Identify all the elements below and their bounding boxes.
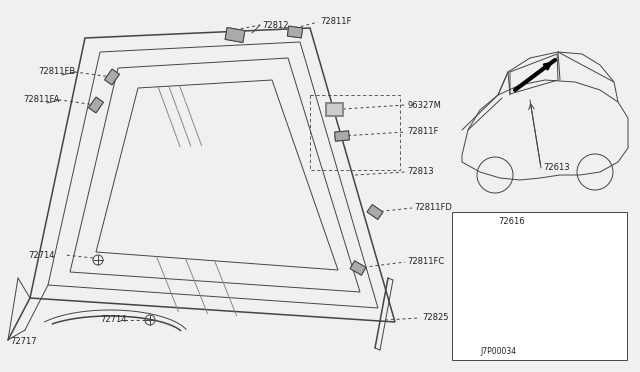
Text: 72811F: 72811F [407, 128, 438, 137]
Text: 72616: 72616 [498, 217, 525, 225]
Bar [452, 212, 627, 360]
Text: 72811FD: 72811FD [414, 203, 452, 212]
Text: 72812: 72812 [262, 20, 289, 29]
Polygon shape [350, 261, 366, 275]
Polygon shape [104, 69, 120, 85]
Text: 72717: 72717 [10, 337, 36, 346]
Text: 72613: 72613 [543, 164, 570, 173]
Text: 72714: 72714 [100, 315, 127, 324]
Text: 96327M: 96327M [407, 100, 441, 109]
Text: J7P00034: J7P00034 [480, 347, 516, 356]
Polygon shape [287, 26, 303, 38]
Polygon shape [367, 205, 383, 219]
Text: 72811FA: 72811FA [23, 96, 60, 105]
Text: 72811FC: 72811FC [407, 257, 444, 266]
Text: 72825: 72825 [422, 314, 449, 323]
Text: 72811FB: 72811FB [38, 67, 76, 77]
Text: 72811F: 72811F [320, 17, 351, 26]
Polygon shape [225, 28, 245, 42]
Bar [325, 102, 343, 116]
Bar [327, 104, 341, 114]
Text: 72813: 72813 [407, 167, 434, 176]
Polygon shape [335, 131, 349, 141]
Text: 72714: 72714 [28, 250, 54, 260]
Polygon shape [88, 97, 104, 113]
